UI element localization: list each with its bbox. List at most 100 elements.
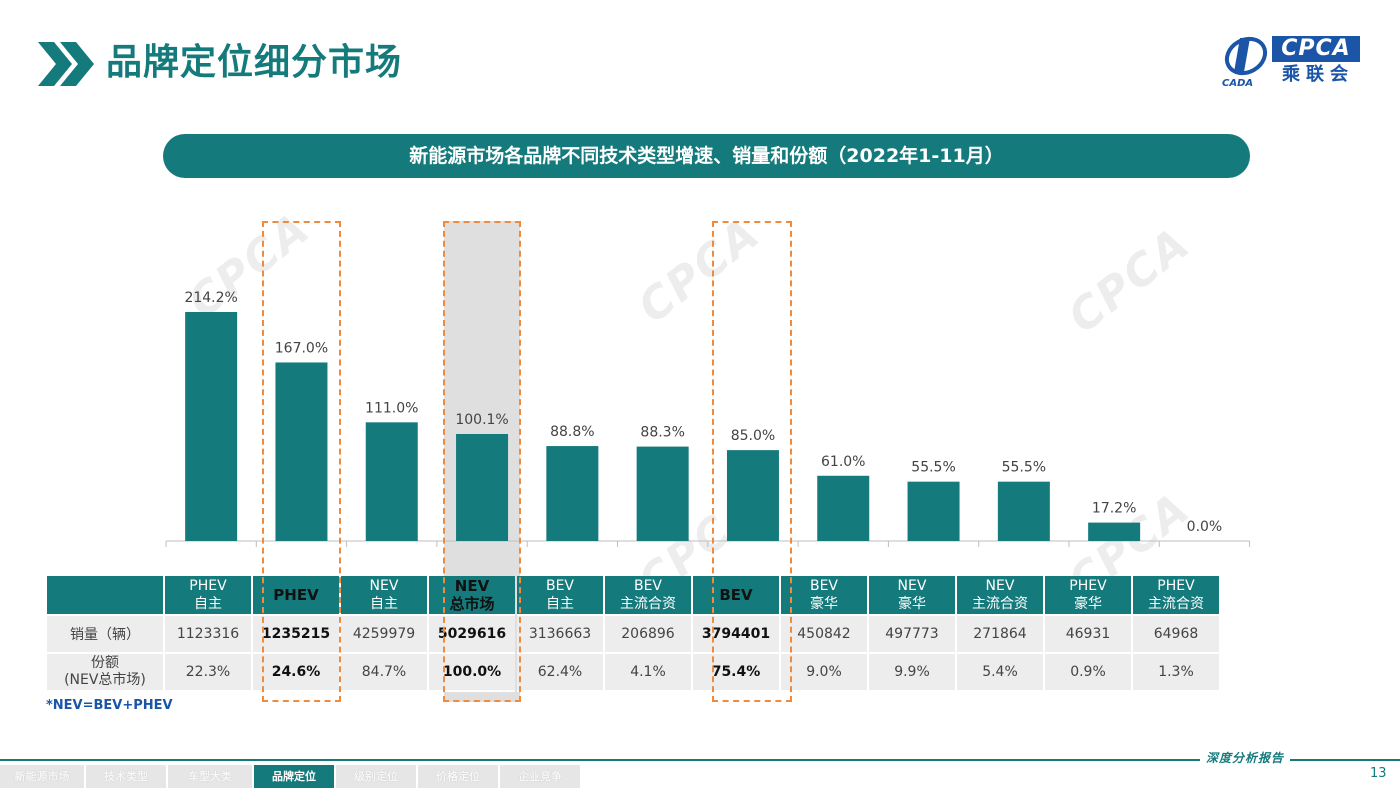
sales-cell: 497773 [869, 616, 955, 654]
header-line1: BEV [545, 578, 575, 594]
header-line1: NEV [454, 577, 490, 595]
bar [275, 362, 328, 541]
highlight-box-bev [712, 221, 792, 702]
header-line1: PHEV [1157, 578, 1195, 594]
sales-cell: 206896 [605, 616, 691, 654]
svg-text:CADA: CADA [1222, 78, 1253, 88]
table-header-cell: PHEV 豪华 [1045, 576, 1131, 616]
row-label-share: 份额 (NEV总市场) [47, 654, 163, 692]
bar-data-label: 85.0% [731, 428, 775, 444]
bar-data-label: 88.3% [640, 425, 684, 441]
sales-cell: 1123316 [165, 616, 251, 654]
footer-nav-item[interactable]: 车型大类 [168, 765, 252, 788]
share-cell: 62.4% [517, 654, 603, 692]
header-line1: BEV [809, 578, 839, 594]
share-cell: 22.3% [165, 654, 251, 692]
footer-nav-label: 技术类型 [104, 770, 148, 783]
chart-banner-title: 新能源市场各品牌不同技术类型增速、销量和份额（2022年1-11月） [163, 134, 1250, 178]
share-cell: 4.1% [605, 654, 691, 692]
sales-cell: 450842 [781, 616, 867, 654]
table-header-cell: BEV 自主 [517, 576, 603, 616]
footer-nav-item[interactable]: 价格定位 [418, 765, 498, 788]
header-line1: NEV [369, 578, 399, 594]
footer-nav-label: 级别定位 [354, 770, 398, 783]
bar [636, 446, 689, 541]
table-header-row: PHEV 自主 PHEV NEV 自主 NEV 总市场 BEV 自主 BEV 主流合资 BEV BEV 豪… [47, 576, 1219, 616]
header-line2: 主流合资 [620, 596, 676, 612]
page-title: 品牌定位细分市场 [106, 42, 403, 83]
row-label-share-line2: (NEV总市场) [64, 672, 146, 688]
bar [997, 481, 1050, 541]
bar [365, 422, 418, 541]
sales-cell: 3136663 [517, 616, 603, 654]
sales-cell: 3794401 [693, 616, 779, 654]
logo-subtitle: 乘联会 [1282, 64, 1354, 85]
table-header-cell: BEV [693, 576, 779, 616]
sales-cell: 46931 [1045, 616, 1131, 654]
bar [456, 433, 509, 541]
highlight-box-phev [262, 221, 341, 702]
header-line2: 自主 [194, 596, 222, 612]
share-cell: 0.9% [1045, 654, 1131, 692]
header-line2: 自主 [370, 596, 398, 612]
bar [546, 446, 599, 541]
header-line2: 豪华 [898, 596, 926, 612]
header-line1: BEV [633, 578, 663, 594]
footer-nav-label: 新能源市场 [14, 770, 70, 783]
bar-data-label: 55.5% [911, 460, 955, 476]
header-line1: NEV [897, 578, 927, 594]
share-cell: 5.4% [957, 654, 1043, 692]
footer-tagline: 深度分析报告 [1200, 749, 1291, 766]
footer-nav-item[interactable]: 级别定位 [336, 765, 416, 788]
table-corner [47, 576, 163, 616]
table-header-cell: NEV 主流合资 [957, 576, 1043, 616]
table-row-sales: 销量（辆） 1123316 1235215 4259979 5029616 313666… [47, 616, 1219, 654]
header-line2: 豪华 [810, 596, 838, 612]
bar [907, 481, 960, 541]
footer-nav: 新能源市场 技术类型 车型大类 品牌定位 级别定位 价格定位 企业竞争 [0, 765, 582, 788]
header-line2: 豪华 [1074, 596, 1102, 612]
bar-data-label: 17.2% [1092, 501, 1136, 517]
bar-data-label: 167.0% [275, 340, 328, 356]
share-cell: 9.9% [869, 654, 955, 692]
header-line1: PHEV [273, 586, 319, 604]
footer-nav-item[interactable]: 新能源市场 [0, 765, 84, 788]
highlight-box-nev-total [443, 221, 521, 702]
footer-nav-label: 企业竞争 [518, 770, 562, 783]
bar-data-label: 0.0% [1187, 519, 1223, 535]
bar [1088, 522, 1141, 541]
table-header-cell: PHEV [253, 576, 339, 616]
bar-data-label: 55.5% [1002, 460, 1046, 476]
bar-data-label: 100.1% [455, 412, 508, 428]
footer-nav-item[interactable]: 企业竞争 [500, 765, 580, 788]
table-header-cell: NEV 自主 [341, 576, 427, 616]
sales-cell: 1235215 [253, 616, 339, 654]
share-cell: 84.7% [341, 654, 427, 692]
bar-data-label: 61.0% [821, 454, 865, 470]
row-label-share-line1: 份额 [91, 655, 119, 671]
bar-data-label: 214.2% [184, 290, 237, 306]
bar [185, 312, 238, 541]
table-header-cell: BEV 主流合资 [605, 576, 691, 616]
cada-emblem-icon: CADA [1222, 36, 1268, 88]
bar [726, 450, 779, 541]
row-label-sales: 销量（辆） [47, 616, 163, 654]
sales-cell: 271864 [957, 616, 1043, 654]
share-cell: 1.3% [1133, 654, 1219, 692]
header-line2: 主流合资 [1148, 596, 1204, 612]
page-number: 13 [1370, 766, 1387, 781]
footer-nav-item[interactable]: 技术类型 [86, 765, 166, 788]
footer-nav-label: 价格定位 [436, 770, 480, 783]
header-line1: BEV [719, 586, 753, 604]
header-line2: 主流合资 [972, 596, 1028, 612]
table-header-cell: BEV 豪华 [781, 576, 867, 616]
table-header-cell: NEV 豪华 [869, 576, 955, 616]
footnote: *NEV=BEV+PHEV [46, 698, 173, 713]
footer-nav-item[interactable]: 品牌定位 [254, 765, 334, 788]
share-cell: 75.4% [693, 654, 779, 692]
chevron-double-icon [38, 42, 94, 86]
sales-share-table: PHEV 自主 PHEV NEV 自主 NEV 总市场 BEV 自主 BEV 主流合资 BEV BEV 豪… [45, 576, 1221, 692]
logo-cpca-text: CPCA [1272, 36, 1360, 62]
footer-nav-label: 车型大类 [188, 770, 232, 783]
